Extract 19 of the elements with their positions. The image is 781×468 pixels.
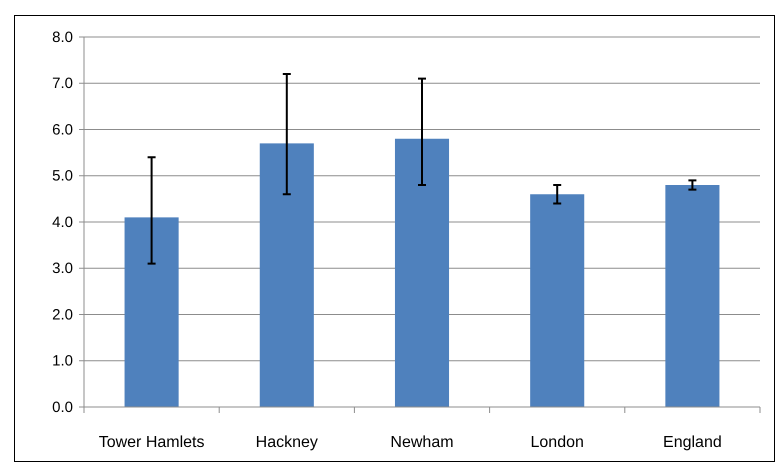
y-tick-label: 2.0 <box>52 306 73 324</box>
bar <box>530 194 584 407</box>
y-tick-label: 6.0 <box>52 121 73 138</box>
x-tick-label: Hackney <box>256 434 318 451</box>
y-tick-label: 7.0 <box>52 75 73 92</box>
x-tick-label: England <box>663 434 722 451</box>
bar <box>665 185 720 407</box>
bar <box>124 217 179 407</box>
bar <box>260 143 314 407</box>
y-tick-label: 0.0 <box>52 398 73 416</box>
y-tick-label: 5.0 <box>52 168 73 185</box>
x-tick-label: Tower Hamlets <box>98 434 205 451</box>
x-tick-label: Newham <box>390 434 454 451</box>
y-tick-label: 4.0 <box>52 214 73 231</box>
x-tick-label: London <box>530 434 584 451</box>
bar <box>394 138 450 407</box>
y-tick-label: 1.0 <box>52 352 73 370</box>
y-tick-label: 3.0 <box>52 260 73 278</box>
y-tick-label: 8.0 <box>52 28 73 46</box>
